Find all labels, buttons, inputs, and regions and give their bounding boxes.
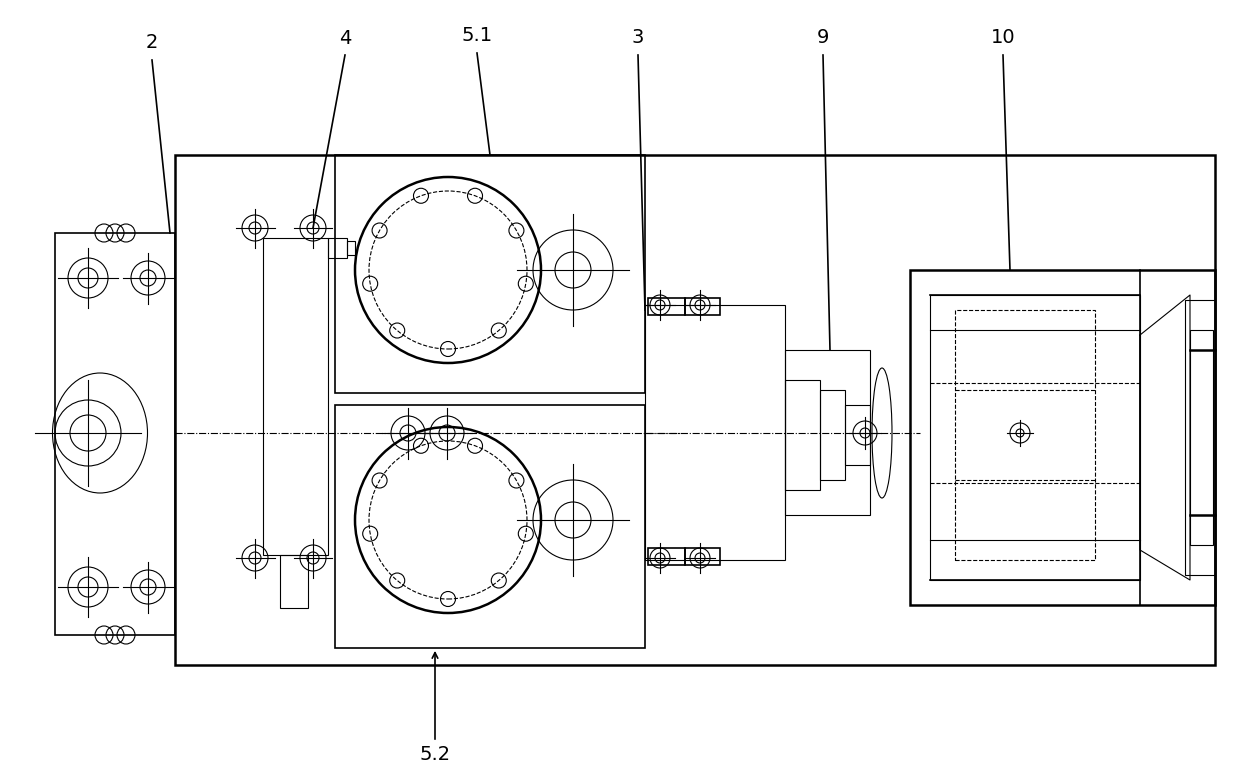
Bar (280, 555, 309, 608)
Bar (55, 233, 175, 635)
Bar (909, 270, 1215, 605)
Text: 2: 2 (146, 32, 159, 52)
Bar (263, 238, 328, 555)
Bar (845, 405, 870, 465)
Bar (335, 405, 646, 648)
Text: 5.1: 5.1 (461, 26, 493, 45)
Bar (646, 305, 786, 560)
Bar (1189, 330, 1213, 545)
Bar (1184, 300, 1215, 575)
Text: 9: 9 (817, 28, 829, 46)
Bar (685, 298, 720, 315)
Bar (685, 548, 720, 565)
Bar (175, 155, 1215, 665)
Text: 3: 3 (632, 28, 644, 46)
Bar (820, 390, 845, 480)
Bar (786, 380, 820, 490)
Bar (648, 548, 685, 565)
Text: 10: 10 (991, 28, 1015, 46)
Bar (786, 350, 870, 515)
Bar (930, 295, 1140, 580)
Bar (648, 298, 685, 315)
Bar (335, 155, 646, 393)
Bar (347, 241, 356, 255)
Text: 4: 4 (338, 29, 351, 47)
Bar (955, 310, 1095, 560)
Text: 5.2: 5.2 (420, 745, 451, 764)
Bar (328, 238, 347, 258)
